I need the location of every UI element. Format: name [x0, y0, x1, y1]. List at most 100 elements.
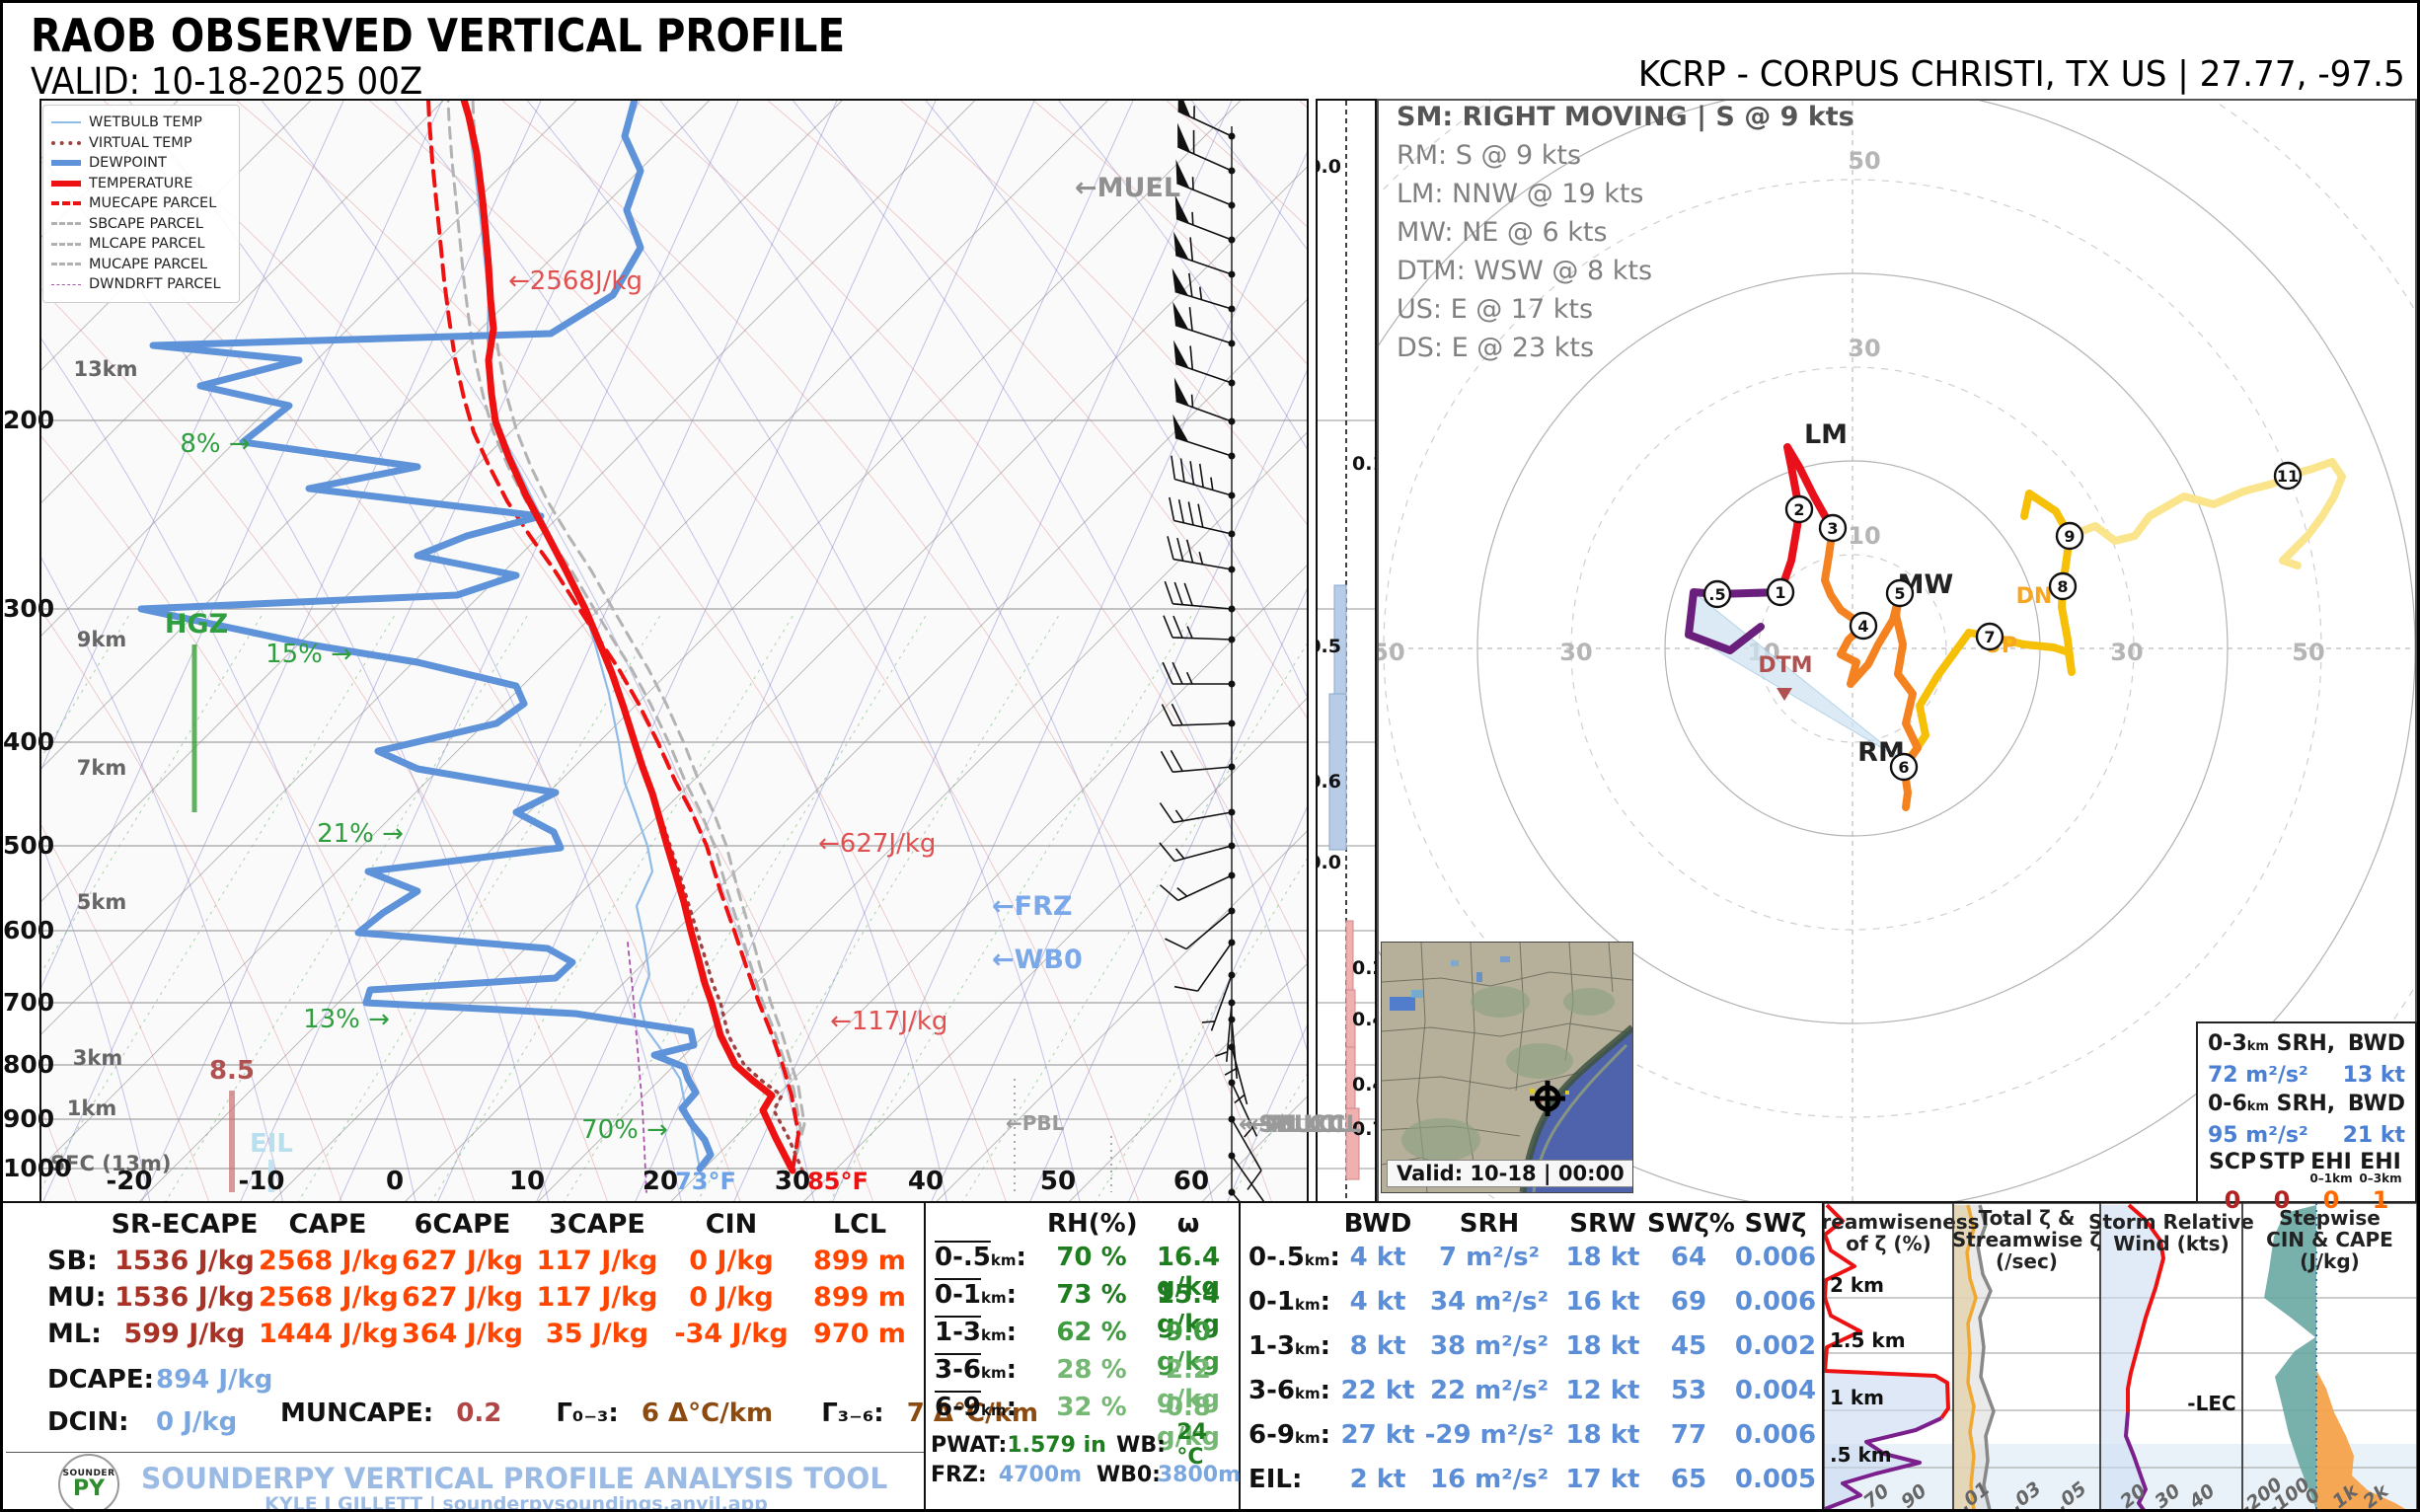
- hodo-height-marker: [1889, 752, 1919, 782]
- omega-panel: -0.0 0.1 -0.5 -0.6 -0.0 0.2 0.4 0.4 0.7: [1316, 99, 1377, 1203]
- hodo-height-marker-label: 5: [1894, 584, 1905, 603]
- map-green-patches: [1401, 986, 1615, 1162]
- hodo-height-marker-label: 7: [1984, 628, 1995, 646]
- composite-index-values: 0 0 0 1: [2208, 1186, 2405, 1214]
- thermo-header: CAPE: [288, 1209, 367, 1240]
- omega-value-label: 0.1: [1352, 453, 1375, 475]
- hodo-ring-label: 50: [2292, 639, 2324, 666]
- thermo-value: 1536 J/kg: [114, 1246, 255, 1276]
- thermo-value: 899 m: [813, 1246, 906, 1276]
- mini-panel-title: Storm Relative: [2088, 1210, 2254, 1234]
- thermo-value: 1536 J/kg: [114, 1282, 255, 1313]
- legend-line-sample: [51, 201, 81, 206]
- thermo-value: 970 m: [813, 1319, 906, 1349]
- legend-line-sample: [51, 140, 81, 145]
- omega-value-label: -0.5: [1318, 636, 1341, 657]
- panel-line: [1824, 1416, 1942, 1509]
- skewt-annotation: 13% →: [303, 1005, 390, 1034]
- thermo-value: 899 m: [813, 1282, 906, 1313]
- temp-axis-label: 10: [509, 1167, 545, 1196]
- thermo-value: 2568 J/kg: [259, 1246, 399, 1276]
- skewt-annotation: ←2568J/kg: [508, 266, 643, 296]
- lcl-label: ←MLLCL: [1245, 1110, 1351, 1138]
- omega-value-label: 0.2: [1352, 957, 1375, 979]
- index-value: 0: [2224, 1186, 2241, 1214]
- panel-height-label: 1 km: [1830, 1386, 1884, 1409]
- sbcape-parcel-curve: [446, 101, 802, 1172]
- hodo-height-marker: [1885, 578, 1915, 608]
- legend-item: MLCAPE PARCEL: [51, 234, 231, 255]
- legend-item-label: DWNDRFT PARCEL: [89, 276, 221, 293]
- panel-height-label: 1.5 km: [1830, 1328, 1906, 1352]
- thermo-value: 627 J/kg: [402, 1246, 523, 1276]
- legend-item-label: VIRTUAL TEMP: [89, 134, 192, 151]
- map-inset: Valid: 10-18 | 00:00: [1381, 942, 1633, 1193]
- hodo-height-marker: [2273, 461, 2303, 491]
- skewt-annotation: 8% →: [180, 429, 250, 459]
- kinematics-row: 0-.5km: 4 kt 7 m²/s² 18 kt 64 0.006: [1248, 1243, 1817, 1272]
- index-value: 0: [2273, 1186, 2291, 1214]
- index-header: EHI 0–3km: [2359, 1150, 2402, 1185]
- omega-value-label: -0.0: [1318, 156, 1341, 178]
- thermo-value: 0 J/kg: [689, 1246, 774, 1276]
- legend-line-sample: [51, 121, 81, 124]
- hodo-height-marker-label: 2: [1793, 500, 1804, 519]
- panel-line: [1976, 1204, 1996, 1509]
- temp-axis-label: 60: [1173, 1167, 1209, 1196]
- lcl-label: ←MULCL: [1250, 1110, 1361, 1138]
- hodo-ring: [1476, 272, 2229, 1024]
- skewt-annotation: 21% →: [317, 819, 404, 849]
- kinematics-row: 1-3km: 8 kt 38 m²/s² 18 kt 45 0.002: [1248, 1331, 1817, 1361]
- dcape-block: DCAPE:894 J/kg DCIN: 0 J/kg: [47, 1365, 273, 1437]
- legend-item: MUECAPE PARCEL: [51, 193, 231, 214]
- legend-line-sample: [51, 283, 81, 285]
- thermo-row-label: ML:: [47, 1319, 102, 1349]
- height-label: SFC (13m): [50, 1152, 172, 1175]
- hodo-height-marker: [1975, 622, 2004, 651]
- thermo-value: 2568 J/kg: [259, 1282, 399, 1313]
- divider-3: [1822, 1203, 1824, 1509]
- panel-fill: [1825, 1371, 1948, 1509]
- pressure-label: 600: [3, 916, 55, 945]
- rh-table-row: 1-3km: 62 % 9.0 g/kg: [935, 1318, 1220, 1377]
- skewt-annotation: 15% →: [265, 640, 352, 669]
- hodo-height-marker: [1766, 577, 1795, 607]
- rh-table-row: 0-1km: 73 % 15.4 g/kg: [935, 1280, 1221, 1339]
- height-label: 5km: [77, 890, 126, 914]
- height-label: 9km: [77, 628, 126, 651]
- storm-motion-list: SM: RIGHT MOVING | S @ 9 kts RM: S @ 9 kt…: [1397, 102, 1854, 371]
- skewt-annotation: ←627J/kg: [818, 829, 936, 859]
- legend-item: SBCAPE PARCEL: [51, 214, 231, 235]
- pressure-label: 300: [3, 594, 55, 623]
- mini-panel-title: Wind (kts): [2113, 1232, 2229, 1255]
- hodo-height-marker: [1818, 513, 1848, 543]
- height-label: 3km: [73, 1046, 122, 1070]
- hodo-ring-label: 30: [2110, 639, 2143, 666]
- thermo-value: 599 J/kg: [123, 1319, 246, 1349]
- pressure-label: 700: [3, 988, 55, 1017]
- map-valid-label: Valid: 10-18 | 00:00: [1387, 1160, 1632, 1187]
- hodo-height-marker-label: 8: [2057, 577, 2068, 596]
- rh-table: RH(%) ω 0-.5km: 70 % 16.4 g/kg 0-1km: 73 % 15.4…: [931, 1209, 1241, 1489]
- legend-item: MUCAPE PARCEL: [51, 255, 231, 275]
- hodo-ring-label: 50: [1379, 639, 1405, 666]
- pressure-label: 900: [3, 1104, 55, 1133]
- thermo-value: 1444 J/kg: [259, 1319, 399, 1349]
- sounderpy-logo: SOUNDER PY: [58, 1454, 119, 1509]
- rh-table-header: RH(%) ω: [1047, 1209, 1200, 1239]
- hodo-height-marker: [1849, 611, 1878, 641]
- downdraft-parcel-curve: [627, 942, 647, 1193]
- mini-panel-title: (J/kg): [2300, 1249, 2360, 1273]
- mini-panel-title: (/sec): [1996, 1249, 2058, 1273]
- hodo-height-marker: [2048, 571, 2078, 601]
- divider-2: [1239, 1203, 1241, 1509]
- skewt-annotation: 70% →: [581, 1115, 668, 1145]
- legend-item-label: DEWPOINT: [89, 155, 167, 172]
- storm-attr-line: RM: S @ 9 kts: [1397, 140, 1582, 171]
- height-label: 7km: [77, 756, 126, 780]
- legend-item: WETBULB TEMP: [51, 113, 231, 133]
- legend-item-label: SBCAPE PARCEL: [89, 215, 203, 232]
- pwat-row: PWAT: 1.579 in WB: 24 °C: [931, 1420, 1207, 1470]
- storm-attr-line: MW: NE @ 6 kts: [1397, 217, 1608, 248]
- hodo-height-marker-label: 3: [1827, 519, 1838, 538]
